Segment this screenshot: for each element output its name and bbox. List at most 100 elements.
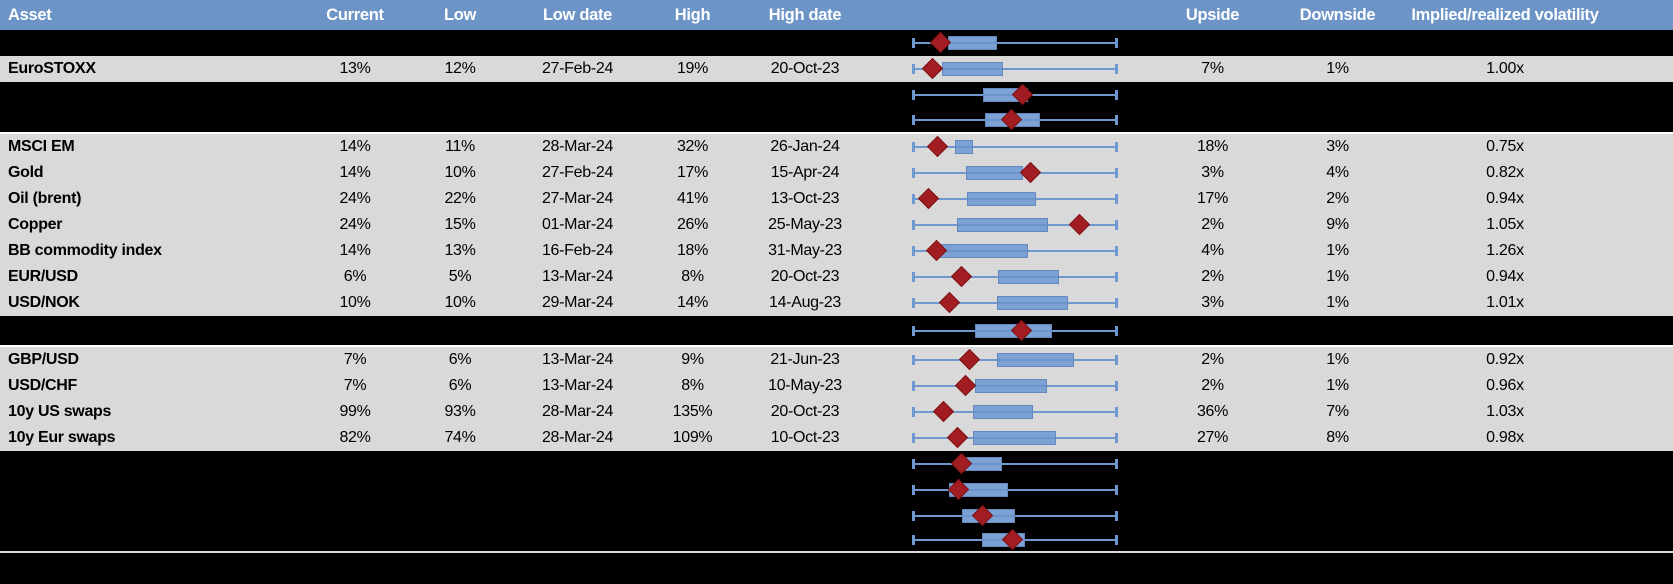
- hidden-row[interactable]: [0, 82, 1673, 108]
- cell-low[interactable]: 15%: [444, 216, 476, 233]
- cell-asset[interactable]: EuroSTOXX: [8, 60, 96, 77]
- cell-asset[interactable]: MSCI EM: [8, 138, 75, 155]
- cell-downside[interactable]: 1%: [1326, 377, 1349, 394]
- cell-current[interactable]: 24%: [339, 216, 371, 233]
- cell-low-date[interactable]: 27-Mar-24: [541, 190, 614, 207]
- cell-upside[interactable]: 2%: [1201, 351, 1224, 368]
- cell-current[interactable]: 24%: [339, 190, 371, 207]
- cell-high[interactable]: 14%: [676, 294, 709, 311]
- cell-asset[interactable]: BB commodity index: [8, 242, 162, 259]
- cell-upside[interactable]: 7%: [1201, 60, 1224, 77]
- cell-low[interactable]: 12%: [444, 60, 476, 77]
- cell-asset[interactable]: USD/CHF: [8, 377, 78, 394]
- cell-implied-realized[interactable]: 0.82x: [1486, 164, 1524, 181]
- cell-low-date[interactable]: 13-Mar-24: [541, 377, 614, 394]
- cell-high[interactable]: 32%: [676, 138, 709, 155]
- cell-high[interactable]: 17%: [676, 164, 709, 181]
- cell-high[interactable]: 41%: [676, 190, 709, 207]
- cell-high[interactable]: 8%: [681, 268, 704, 285]
- header-current[interactable]: Current: [326, 5, 384, 24]
- hidden-row[interactable]: [0, 316, 1673, 345]
- cell-high-date[interactable]: 10-Oct-23: [770, 429, 840, 446]
- cell-implied-realized[interactable]: 1.26x: [1486, 242, 1524, 259]
- cell-high-date[interactable]: 31-May-23: [768, 242, 842, 259]
- cell-upside[interactable]: 2%: [1201, 268, 1224, 285]
- cell-low[interactable]: 6%: [448, 351, 472, 368]
- cell-implied-realized[interactable]: 0.94x: [1486, 190, 1524, 207]
- cell-high[interactable]: 109%: [672, 429, 713, 446]
- header-asset[interactable]: Asset: [8, 5, 52, 24]
- cell-high-date[interactable]: 10-May-23: [768, 377, 842, 394]
- cell-low-date[interactable]: 28-Mar-24: [541, 403, 614, 420]
- cell-current[interactable]: 99%: [339, 403, 371, 420]
- cell-upside[interactable]: 27%: [1196, 429, 1229, 446]
- hidden-row[interactable]: [0, 503, 1673, 529]
- cell-asset[interactable]: GBP/USD: [8, 351, 79, 368]
- cell-downside[interactable]: 1%: [1326, 268, 1349, 285]
- cell-high-date[interactable]: 26-Jan-24: [770, 138, 840, 155]
- cell-implied-realized[interactable]: 0.94x: [1486, 268, 1524, 285]
- cell-downside[interactable]: 8%: [1326, 429, 1349, 446]
- header-high[interactable]: High: [674, 5, 711, 24]
- cell-current[interactable]: 7%: [343, 377, 367, 394]
- header-implied-realized[interactable]: Implied/realized volatility: [1411, 5, 1599, 24]
- cell-asset[interactable]: USD/NOK: [8, 294, 80, 311]
- cell-low-date[interactable]: 13-Mar-24: [541, 268, 614, 285]
- hidden-row[interactable]: [0, 108, 1673, 132]
- cell-current[interactable]: 14%: [339, 138, 371, 155]
- cell-low-date[interactable]: 27-Feb-24: [541, 164, 614, 181]
- cell-high[interactable]: 135%: [672, 403, 713, 420]
- header-high-date[interactable]: High date: [768, 5, 842, 24]
- cell-downside[interactable]: 3%: [1326, 138, 1349, 155]
- cell-high-date[interactable]: 25-May-23: [768, 216, 842, 233]
- cell-downside[interactable]: 1%: [1326, 294, 1349, 311]
- cell-upside[interactable]: 2%: [1201, 216, 1224, 233]
- cell-upside[interactable]: 17%: [1196, 190, 1229, 207]
- cell-high-date[interactable]: 13-Oct-23: [770, 190, 840, 207]
- cell-low-date[interactable]: 29-Mar-24: [541, 294, 614, 311]
- cell-low-date[interactable]: 01-Mar-24: [541, 216, 614, 233]
- cell-downside[interactable]: 2%: [1326, 190, 1349, 207]
- cell-low-date[interactable]: 28-Mar-24: [541, 138, 614, 155]
- cell-implied-realized[interactable]: 0.75x: [1486, 138, 1524, 155]
- cell-implied-realized[interactable]: 1.00x: [1486, 60, 1524, 77]
- cell-downside[interactable]: 9%: [1326, 216, 1349, 233]
- cell-downside[interactable]: 1%: [1326, 242, 1349, 259]
- cell-low[interactable]: 11%: [445, 138, 475, 155]
- cell-current[interactable]: 7%: [343, 351, 367, 368]
- cell-implied-realized[interactable]: 1.05x: [1486, 216, 1524, 233]
- cell-downside[interactable]: 7%: [1326, 403, 1349, 420]
- cell-current[interactable]: 6%: [343, 268, 367, 285]
- cell-implied-realized[interactable]: 0.96x: [1486, 377, 1524, 394]
- cell-current[interactable]: 82%: [339, 429, 371, 446]
- hidden-row[interactable]: [0, 477, 1673, 503]
- cell-low-date[interactable]: 16-Feb-24: [541, 242, 614, 259]
- cell-high-date[interactable]: 20-Oct-23: [770, 268, 840, 285]
- cell-low[interactable]: 13%: [444, 242, 476, 259]
- cell-downside[interactable]: 1%: [1326, 351, 1349, 368]
- cell-high-date[interactable]: 21-Jun-23: [770, 351, 840, 368]
- cell-low[interactable]: 10%: [444, 164, 476, 181]
- cell-low[interactable]: 22%: [444, 190, 476, 207]
- cell-current[interactable]: 14%: [339, 164, 371, 181]
- cell-low[interactable]: 93%: [444, 403, 476, 420]
- cell-upside[interactable]: 36%: [1196, 403, 1229, 420]
- cell-low[interactable]: 74%: [444, 429, 476, 446]
- cell-asset[interactable]: Gold: [8, 164, 44, 181]
- cell-upside[interactable]: 2%: [1201, 377, 1224, 394]
- cell-low-date[interactable]: 28-Mar-24: [541, 429, 614, 446]
- cell-current[interactable]: 10%: [339, 294, 371, 311]
- cell-high-date[interactable]: 20-Oct-23: [770, 403, 840, 420]
- cell-asset[interactable]: 10y Eur swaps: [8, 429, 116, 446]
- cell-asset[interactable]: 10y US swaps: [8, 403, 112, 420]
- cell-low[interactable]: 6%: [448, 377, 472, 394]
- header-upside[interactable]: Upside: [1185, 5, 1240, 24]
- header-downside[interactable]: Downside: [1299, 5, 1376, 24]
- cell-low[interactable]: 10%: [444, 294, 476, 311]
- cell-implied-realized[interactable]: 0.92x: [1486, 351, 1524, 368]
- cell-asset[interactable]: Copper: [8, 216, 63, 233]
- hidden-row[interactable]: [0, 451, 1673, 477]
- cell-downside[interactable]: 1%: [1326, 60, 1349, 77]
- cell-high[interactable]: 8%: [681, 377, 704, 394]
- cell-asset[interactable]: Oil (brent): [8, 190, 82, 207]
